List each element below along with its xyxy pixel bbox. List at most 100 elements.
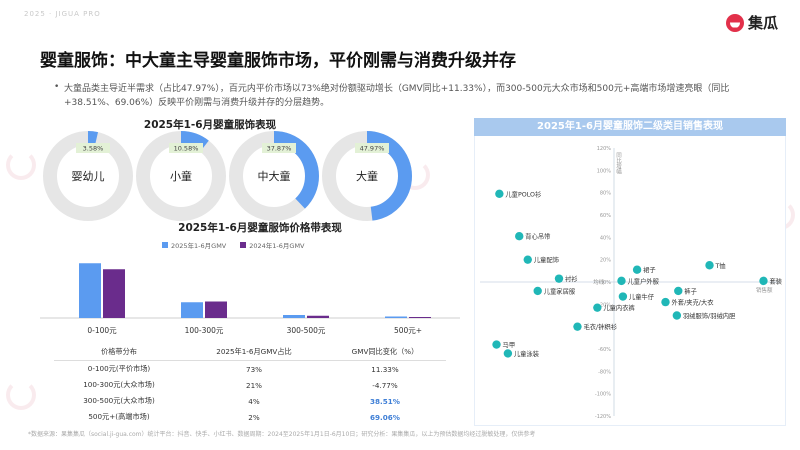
y-tick-label: -20% xyxy=(598,302,611,308)
scatter-point xyxy=(533,286,542,296)
bar xyxy=(79,263,101,318)
donut-section-title: 2025年1-6月婴童服饰表现 xyxy=(143,119,277,131)
y-tick-label: 60% xyxy=(600,213,611,219)
y-tick-label: 100% xyxy=(597,168,612,174)
y-tick-label: 40% xyxy=(600,235,611,241)
table-row: 100-300元(大众市场) 21% -4.77% xyxy=(54,377,446,393)
x-tick-label: 500元+ xyxy=(394,326,422,335)
table-cell: 300-500元(大众市场) xyxy=(83,396,155,405)
scatter-point-label: 羽绒服饰/羽绒内胆 xyxy=(683,311,736,320)
table-cell: 69.06% xyxy=(370,412,400,422)
watermark-text: 2025 · JIGUA PRO xyxy=(24,10,101,18)
donut-slice xyxy=(136,131,226,221)
x-tick-label: 0-100元 xyxy=(87,326,117,335)
legend-item-2024: 2024年1-6月GMV xyxy=(240,240,305,250)
bar xyxy=(409,317,431,318)
legend-swatch-icon xyxy=(162,242,168,248)
page-description: 大童品类主导近半需求（占比47.97%），百元内平价市场以73%绝对份额驱动增长… xyxy=(64,84,730,108)
bar xyxy=(283,315,305,318)
legend-label: 2025年1-6月GMV xyxy=(171,242,227,250)
table-cell: 0-100元(平价市场) xyxy=(87,364,151,373)
table-row: 300-500元(大众市场) 4% 38.51% xyxy=(54,393,446,409)
scatter-title: 2025年1-6月婴童服饰二级类目销售表现 xyxy=(474,118,786,136)
y-tick-label: -80% xyxy=(598,369,611,375)
scatter-point xyxy=(672,311,682,320)
x-tick-label: 300-500元 xyxy=(287,326,326,335)
table-header: 2025年1-6月GMV占比 xyxy=(216,347,292,356)
scatter-point xyxy=(515,232,524,241)
scatter-point xyxy=(632,265,642,274)
scatter-point xyxy=(573,322,582,331)
donut-value-badge xyxy=(355,143,389,153)
scatter-point xyxy=(674,286,683,296)
donut-value-label: 10.58% xyxy=(174,145,199,153)
donut-value-label: 3.58% xyxy=(83,145,104,153)
donut-value-badge xyxy=(76,143,110,153)
page-title: 婴童服饰：中大童主导婴童服饰市场，平价刚需与消费升级并存 xyxy=(40,51,516,71)
brand-logo: 集瓜 xyxy=(725,12,778,33)
scatter-point-label: 背心吊带 xyxy=(525,232,550,241)
table-cell: 11.33% xyxy=(371,364,399,374)
legend-item-2025: 2025年1-6月GMV xyxy=(162,240,226,250)
bar xyxy=(385,316,407,318)
scatter-point-label: 儿童配饰 xyxy=(534,255,559,264)
y-axis-label: 同比增幅 xyxy=(615,152,622,176)
y-tick-label: 20% xyxy=(600,258,611,264)
decorative-ring xyxy=(6,150,36,180)
scatter-avg-label: 均线 xyxy=(593,278,605,286)
bullet-icon: • xyxy=(54,82,60,92)
table-row: 500元+(高端市场) 2% 69.06% xyxy=(54,409,446,425)
scatter-point-label: 套装 xyxy=(769,276,782,285)
scatter-point-label: 裤子 xyxy=(684,286,697,295)
scatter-point xyxy=(495,189,504,198)
x-tick-label: 100-300元 xyxy=(185,326,224,335)
y-tick-label: 0% xyxy=(603,280,611,286)
logo-text: 集瓜 xyxy=(747,14,778,32)
scatter-point-label: 衬衫 xyxy=(565,274,578,283)
scatter-point xyxy=(661,297,670,307)
table-cell: 73% xyxy=(246,364,262,374)
bar xyxy=(205,301,227,318)
y-tick-label: -120% xyxy=(595,414,611,420)
table-header: GMV同比变化（%） xyxy=(351,347,419,356)
scatter-point-label: 裙子 xyxy=(643,265,656,274)
table-header-row: 价格带分布 2025年1-6月GMV占比 GMV同比变化（%） xyxy=(54,344,446,361)
scatter-point-label: 儿童泳装 xyxy=(514,349,540,358)
scatter-point xyxy=(503,349,513,358)
scatter-point xyxy=(492,340,501,349)
price-band-table: 价格带分布 2025年1-6月GMV占比 GMV同比变化（%） 0-100元(平… xyxy=(54,344,446,425)
legend-swatch-icon xyxy=(240,242,247,248)
scatter-point xyxy=(617,276,626,286)
scatter-point xyxy=(759,276,768,286)
bar-legend: 2025年1-6月GMV 2024年1-6月GMV xyxy=(162,240,305,250)
scatter-point xyxy=(618,292,628,301)
bar xyxy=(103,269,125,318)
scatter-point-label: 儿童牛仔 xyxy=(629,292,655,301)
category-scatter-chart: 120% 100% 80% 60% 40% 20% 0% -20% -40% -60% -80% -1… xyxy=(480,146,783,420)
bar xyxy=(181,302,203,318)
footer-source-note: *数据来源：果集集瓜（social.ji-gua.com）统计平台：抖音、快手、… xyxy=(28,431,536,438)
donut-slice xyxy=(229,131,319,221)
donut-charts: 婴幼儿 3.58% 小童 10.58% 中大童 37.87% 大童 47.97% xyxy=(43,131,412,221)
bar xyxy=(307,315,329,318)
scatter-point xyxy=(554,274,564,283)
decorative-ring xyxy=(6,380,36,410)
y-tick-label: -60% xyxy=(598,347,611,353)
scatter-point-label: 马甲 xyxy=(503,341,516,349)
scatter-point-label: T恤 xyxy=(715,261,727,270)
donut-category-label: 婴幼儿 xyxy=(72,170,105,183)
donut-value-label: 47.97% xyxy=(360,145,385,153)
scatter-point-label: 儿童POLO衫 xyxy=(505,189,541,198)
table-header: 价格带分布 xyxy=(101,347,137,356)
donut-slice xyxy=(322,131,412,221)
logo-icon xyxy=(725,13,744,32)
table-cell: 2% xyxy=(248,412,260,422)
scatter-point-label: 儿童家居服 xyxy=(544,286,576,295)
donut-category-label: 中大童 xyxy=(258,169,291,183)
donut-category-label: 大童 xyxy=(356,169,378,183)
table-cell: 38.51% xyxy=(370,396,400,406)
y-tick-label: -40% xyxy=(598,325,611,331)
table-cell: -4.77% xyxy=(372,380,398,390)
bar-section-title: 2025年1-6月婴童服饰价格带表现 xyxy=(178,222,342,234)
price-band-bar-chart: 0-100元 100-300元 300-500元 500元+ xyxy=(40,263,460,335)
